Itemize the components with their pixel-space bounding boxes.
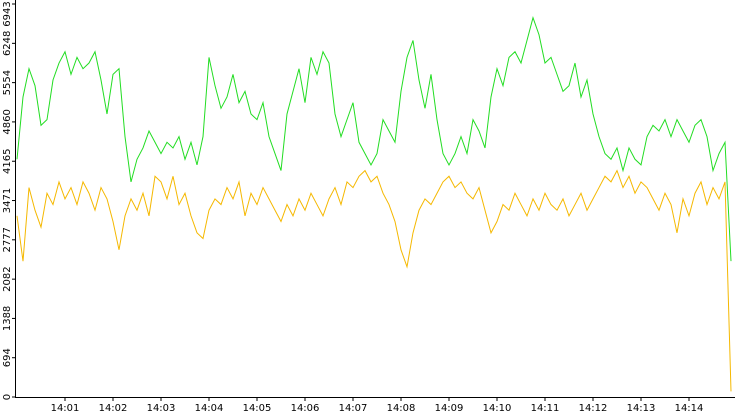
x-tick-label: 14:05 <box>243 403 272 414</box>
y-tick-label: 4860 <box>2 109 13 134</box>
series-line <box>16 16 732 262</box>
x-tick-label: 14:03 <box>147 403 176 414</box>
series-line <box>16 169 732 392</box>
x-tick-label: 14:10 <box>483 403 512 414</box>
y-tick-label: 2082 <box>2 266 13 291</box>
x-tick-label: 14:13 <box>627 403 656 414</box>
y-tick-label: 0 <box>2 394 13 400</box>
y-tick-label: 3471 <box>2 188 13 213</box>
y-tick-label: 4165 <box>2 149 13 174</box>
y-tick-label: 6248 <box>2 31 13 56</box>
y-tick-label: 2777 <box>2 227 13 252</box>
x-tick-label: 14:08 <box>387 403 416 414</box>
x-tick-label: 14:06 <box>291 403 320 414</box>
x-tick-label: 14:07 <box>339 403 368 414</box>
x-tick-label: 14:12 <box>579 403 608 414</box>
y-tick-label: 5554 <box>2 70 13 95</box>
x-tick-label: 14:01 <box>51 403 80 414</box>
y-tick-label: 1388 <box>2 306 13 331</box>
y-tick-label: 694 <box>2 348 13 367</box>
y-tick-label: 6943 <box>2 1 13 26</box>
x-tick-label: 14:11 <box>531 403 560 414</box>
x-tick-label: 14:04 <box>195 403 224 414</box>
x-tick-label: 14:14 <box>675 403 704 414</box>
x-tick-label: 14:09 <box>435 403 464 414</box>
x-tick-label: 14:02 <box>99 403 128 414</box>
